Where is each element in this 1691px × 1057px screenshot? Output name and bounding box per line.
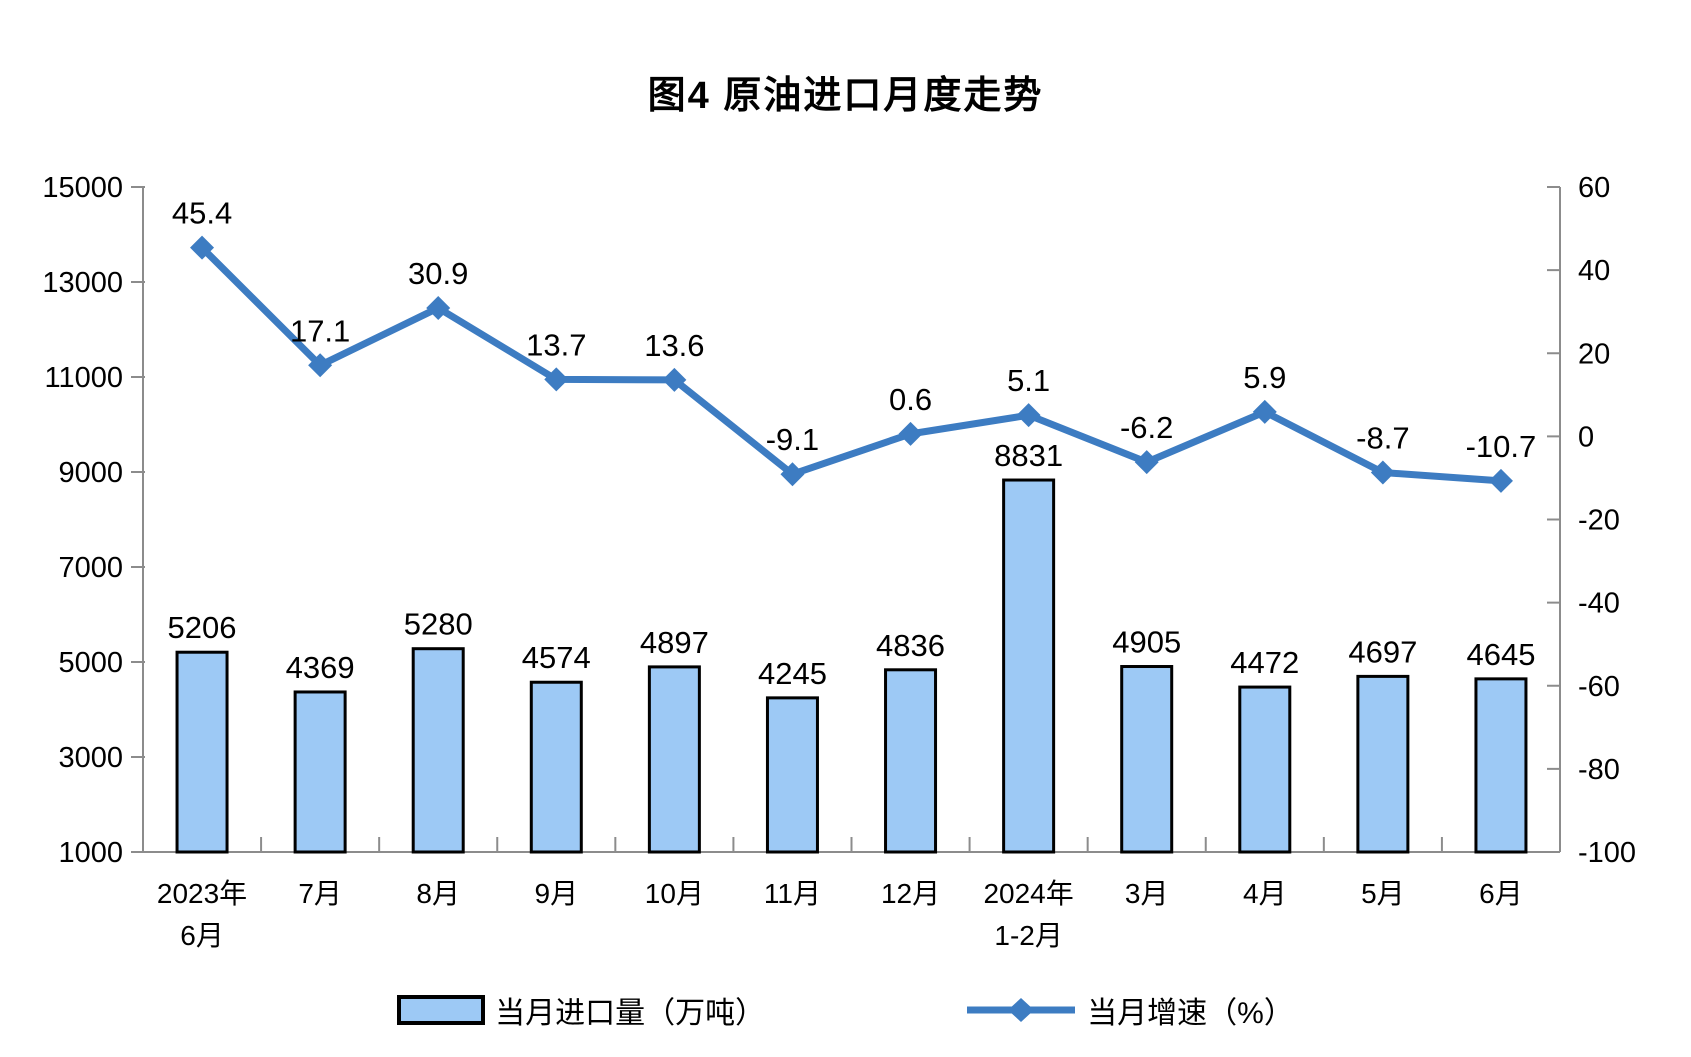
line-value-label: -8.7 [1356, 421, 1409, 456]
x-axis-label: 3月 [1125, 878, 1169, 909]
bar [1238, 685, 1292, 854]
x-axis-label: 5月 [1361, 878, 1405, 909]
bar [1474, 677, 1528, 854]
bar [1002, 478, 1056, 854]
bar-value-label: 8831 [994, 438, 1063, 473]
bar [529, 680, 583, 854]
x-axis-label: 12月 [881, 878, 940, 909]
legend-line-label: 当月增速（%） [1087, 997, 1294, 1030]
bar-value-label: 5280 [404, 607, 473, 642]
line-series-swatch-icon [967, 998, 1076, 1022]
y-axis-left-tick-label: 5000 [58, 647, 123, 679]
chart-title: 图4 原油进口月度走势 [647, 75, 1044, 117]
y-axis-left-tick-label: 9000 [58, 457, 123, 489]
y-axis-right-tick-label: -60 [1578, 671, 1620, 703]
line-value-label: -10.7 [1466, 429, 1537, 464]
bar-series-swatch-icon [397, 995, 486, 1025]
bar [411, 647, 465, 854]
bar [647, 665, 701, 854]
x-axis-label: 6月 [1479, 878, 1523, 909]
line-value-label: 5.1 [1007, 363, 1050, 398]
x-axis-label: 2023年 6月 [157, 878, 247, 951]
line-marker [1134, 450, 1159, 475]
line-value-label: 5.9 [1243, 360, 1286, 395]
line-value-label: -6.2 [1120, 410, 1173, 445]
line-value-label: 13.7 [526, 327, 586, 362]
line-marker [1016, 403, 1041, 428]
line-marker [1370, 460, 1395, 485]
legend-item-line-series: 当月增速（%） [965, 988, 1294, 1032]
y-axis-right-tick-label: 0 [1578, 421, 1594, 453]
x-axis-label: 11月 [764, 878, 821, 909]
x-axis-label: 2024年 1-2月 [983, 878, 1073, 951]
bar-value-label: 4245 [758, 656, 827, 691]
x-axis-label: 7月 [298, 878, 342, 909]
y-axis-right-tick-label: -40 [1578, 588, 1620, 620]
line-value-label: -9.1 [766, 422, 819, 457]
y-axis-left-tick-label: 3000 [58, 742, 123, 774]
bar [1356, 674, 1410, 854]
bar-value-label: 4905 [1112, 625, 1181, 660]
y-axis-right-tick-label: 20 [1578, 338, 1610, 370]
y-axis-left-tick-label: 13000 [42, 267, 123, 299]
line-value-label: 45.4 [172, 196, 232, 231]
line-marker [426, 295, 451, 320]
bar-value-label: 5206 [168, 610, 237, 645]
x-axis-label: 9月 [535, 878, 579, 909]
y-axis-right-tick-label: -20 [1578, 505, 1620, 537]
line-marker [662, 367, 687, 392]
bar-value-label: 4897 [640, 625, 709, 660]
y-axis-left-tick-label: 1000 [58, 837, 123, 869]
bar-value-label: 4836 [876, 628, 945, 663]
line-marker [1252, 399, 1277, 424]
y-axis-right-tick-label: 40 [1578, 255, 1610, 287]
legend-bar-label: 当月进口量（万吨） [495, 997, 766, 1030]
bar [1120, 665, 1174, 854]
y-axis-right-tick-label: 60 [1578, 172, 1610, 204]
y-axis-left-tick-label: 7000 [58, 552, 123, 584]
bar-value-label: 4472 [1230, 645, 1299, 680]
x-axis-label: 8月 [416, 878, 460, 909]
bar [765, 696, 819, 854]
bar-value-label: 4697 [1348, 634, 1417, 669]
x-axis-label: 4月 [1243, 878, 1287, 909]
line-value-label: 17.1 [290, 313, 350, 348]
line-value-label: 30.9 [408, 256, 468, 291]
bar [884, 668, 938, 854]
line-series [198, 244, 1505, 485]
y-axis-right-tick-label: -100 [1578, 837, 1636, 869]
line-value-label: 0.6 [889, 382, 932, 417]
y-axis-right-tick-label: -80 [1578, 754, 1620, 786]
line-marker [1488, 468, 1513, 493]
bar-value-label: 4574 [522, 640, 591, 675]
bar-value-label: 4645 [1466, 637, 1535, 672]
line-marker [898, 421, 923, 446]
line-marker [190, 235, 215, 260]
y-axis-left-tick-label: 11000 [45, 362, 124, 394]
line-marker [308, 353, 333, 378]
bar [293, 690, 347, 854]
legend: 当月进口量（万吨） 当月增速（%） [0, 988, 1691, 1032]
legend-item-bar-series: 当月进口量（万吨） [397, 988, 765, 1032]
x-axis-label: 10月 [645, 878, 704, 909]
y-axis-left-tick-label: 15000 [42, 172, 123, 204]
bar-value-label: 4369 [286, 650, 355, 685]
line-marker [544, 367, 569, 392]
line-value-label: 13.6 [644, 328, 704, 363]
line-marker [780, 462, 805, 487]
bar [175, 650, 229, 854]
